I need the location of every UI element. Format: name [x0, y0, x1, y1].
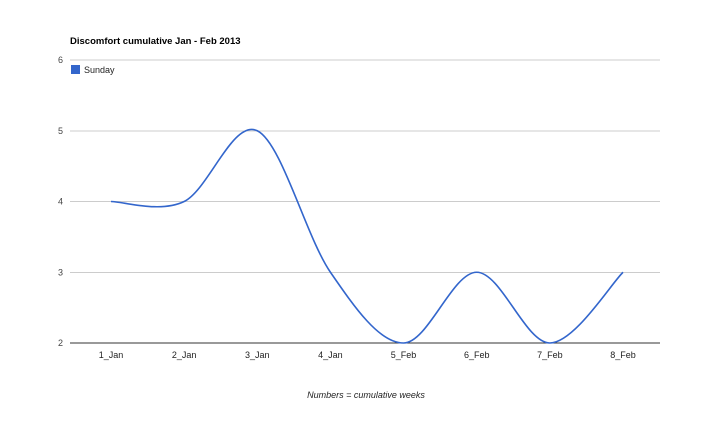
- y-tick-label: 3: [58, 267, 63, 277]
- y-tick-label: 4: [58, 197, 63, 207]
- gridlines: [70, 59, 660, 344]
- x-tick-label: 6_Feb: [464, 350, 490, 360]
- x-axis-ticks: 1_Jan 2_Jan 3_Jan 4_Jan 5_Feb 6_Feb 7_Feb 8_Feb: [99, 350, 636, 360]
- x-tick-label: 4_Jan: [318, 350, 343, 360]
- data-point[interactable]: [181, 199, 187, 205]
- y-axis-ticks: 2 3 4 5 6: [58, 55, 63, 348]
- series-line-sunday[interactable]: [110, 128, 624, 344]
- data-point[interactable]: [547, 340, 553, 346]
- chart-title: Discomfort cumulative Jan - Feb 2013: [70, 36, 241, 47]
- x-tick-label: 2_Jan: [172, 350, 197, 360]
- x-tick-label: 7_Feb: [537, 350, 563, 360]
- legend-label-sunday: Sunday: [84, 65, 115, 75]
- x-axis-title: Numbers = cumulative weeks: [307, 390, 425, 400]
- x-tick-label: 1_Jan: [99, 350, 124, 360]
- data-point[interactable]: [474, 269, 480, 275]
- x-tick-label: 3_Jan: [245, 350, 270, 360]
- x-tick-label: 8_Feb: [610, 350, 636, 360]
- legend-swatch-sunday: [71, 65, 80, 74]
- y-tick-label: 5: [58, 126, 63, 136]
- y-tick-label: 6: [58, 55, 63, 65]
- y-tick-label: 2: [58, 338, 63, 348]
- series-lines: [108, 128, 626, 346]
- data-point[interactable]: [620, 269, 626, 275]
- data-point[interactable]: [327, 269, 333, 275]
- data-point[interactable]: [401, 340, 407, 346]
- data-point[interactable]: [108, 199, 114, 205]
- data-point[interactable]: [254, 128, 260, 134]
- x-tick-label: 5_Feb: [391, 350, 417, 360]
- legend[interactable]: Sunday: [71, 65, 115, 75]
